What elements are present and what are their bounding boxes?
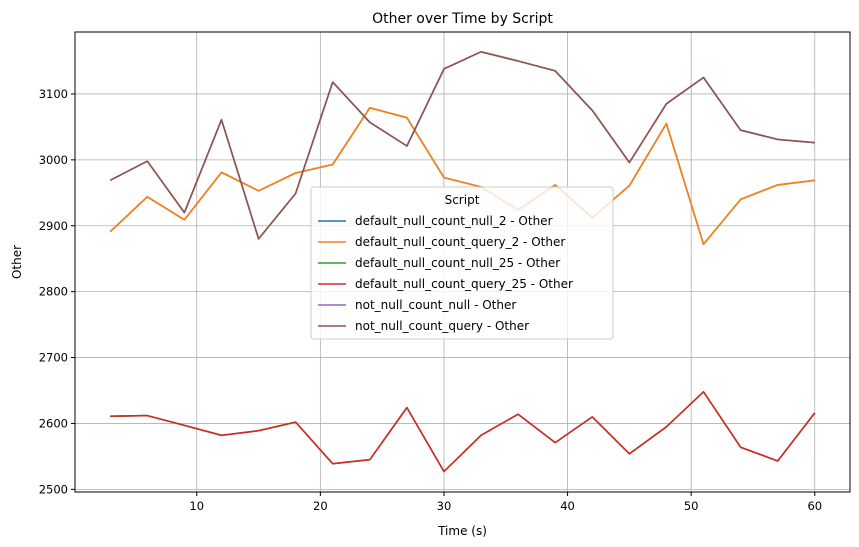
y-axis-ticks: 2500 2600 2700 2800 2900 3000 3100 <box>39 87 75 496</box>
legend-entries: default_null_count_null_2 - Other default… <box>318 214 573 333</box>
legend-label: default_null_count_null_25 - Other <box>355 256 560 270</box>
plot-frame <box>74 31 851 493</box>
y-tick-label: 3000 <box>39 153 68 167</box>
grid <box>75 32 850 492</box>
x-tick-label: 50 <box>684 499 699 513</box>
y-axis-label: Other <box>10 245 24 279</box>
legend-label: not_null_count_query - Other <box>355 319 529 333</box>
x-tick-label: 20 <box>313 499 328 513</box>
y-tick-label: 2800 <box>39 285 68 299</box>
x-tick-label: 30 <box>437 499 452 513</box>
legend-box <box>310 186 614 340</box>
legend-label: not_null_count_null - Other <box>355 298 516 312</box>
y-tick-label: 3100 <box>39 87 68 101</box>
y-tick-label: 2900 <box>39 219 68 233</box>
legend-label: default_null_count_query_25 - Other <box>355 277 573 291</box>
series-line-2 <box>109 107 815 245</box>
series-line-3 <box>110 390 816 473</box>
series-lines <box>109 50 816 473</box>
x-tick-label: 40 <box>560 499 575 513</box>
y-tick-label: 2600 <box>39 416 68 430</box>
legend-label: default_null_count_query_2 - Other <box>355 235 565 249</box>
y-tick-label: 2700 <box>39 351 68 365</box>
legend-title: Script <box>445 193 480 207</box>
series-line-4 <box>110 390 816 473</box>
series-line-6 <box>109 50 815 240</box>
x-tick-label: 10 <box>189 499 204 513</box>
legend-label: default_null_count_null_2 - Other <box>355 214 553 228</box>
x-tick-label: 60 <box>807 499 822 513</box>
chart-title: Other over Time by Script <box>372 11 553 27</box>
x-axis-ticks: 10 20 30 40 50 60 <box>189 492 822 513</box>
legend: Script default_null_count_null_2 - Other… <box>310 186 614 340</box>
y-tick-label: 2500 <box>39 482 68 496</box>
x-axis-label: Time (s) <box>437 524 487 538</box>
